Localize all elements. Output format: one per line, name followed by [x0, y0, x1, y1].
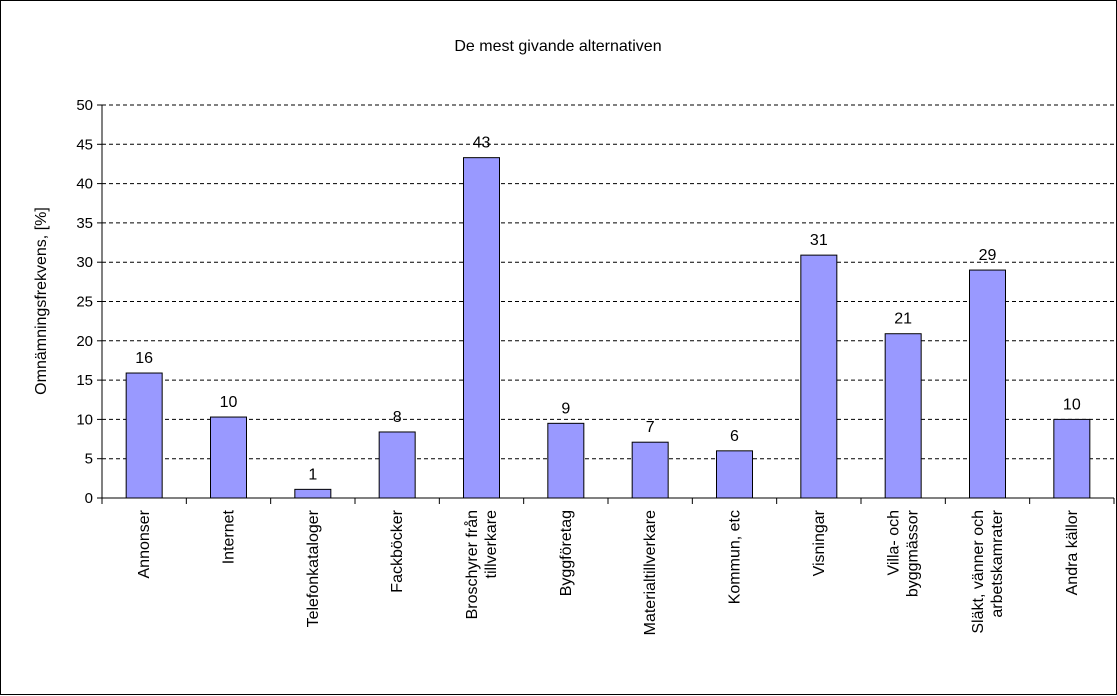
- x-tick-label: Fackböcker: [389, 509, 406, 592]
- y-tick-label: 45: [76, 136, 93, 153]
- y-tick-label: 10: [76, 411, 93, 428]
- tick-labels: 0 5 10 15 20 25 30 35 40 45 50 Annonser Internet Tele…: [76, 97, 1081, 635]
- bar: [210, 416, 247, 499]
- bar: [294, 488, 332, 499]
- data-label: 7: [646, 419, 655, 436]
- data-label: 1: [308, 466, 317, 483]
- x-tick-label: Kommun, etc: [727, 510, 744, 604]
- bar: [125, 372, 163, 499]
- y-tick-label: 0: [85, 490, 93, 507]
- y-axis-label: Omnämningsfrekvens, [%]: [33, 207, 50, 395]
- x-tick-label: Materialtillverkare: [642, 510, 659, 635]
- data-label: 16: [135, 350, 153, 367]
- bar: [716, 450, 753, 499]
- data-label: 21: [894, 311, 912, 328]
- x-tick-label: Byggföretag: [558, 510, 575, 596]
- data-label: 10: [220, 394, 238, 411]
- x-tick-label: byggmässor: [905, 509, 922, 597]
- bar: [800, 254, 838, 499]
- data-label: 8: [393, 409, 402, 426]
- bar: [884, 333, 922, 499]
- data-label: 29: [979, 247, 997, 264]
- y-tick-label: 35: [76, 215, 93, 232]
- y-tick-label: 25: [76, 294, 93, 311]
- x-tick-label: Andra källor: [1064, 509, 1081, 595]
- x-tick-label: arbetskamrater: [989, 509, 1006, 617]
- data-labels: 16 10 1 8 43 9 7 6 31 21 29 10: [135, 135, 1081, 484]
- x-tick-label: Villa- och: [886, 510, 903, 576]
- y-tick-label: 5: [85, 451, 93, 468]
- x-tick-label: tillverkare: [483, 510, 500, 579]
- axes: [97, 104, 1115, 504]
- bars: [125, 157, 1091, 499]
- x-tick-label: Släkt, vänner och: [970, 510, 987, 634]
- x-tick-label: Telefonkataloger: [305, 509, 322, 627]
- x-tick-label: Internet: [221, 509, 238, 564]
- bar: [631, 441, 669, 499]
- data-label: 9: [561, 400, 570, 417]
- data-label: 43: [473, 135, 491, 152]
- bar: [463, 157, 500, 499]
- x-tick-label: Broschyrer från: [463, 510, 481, 619]
- bar: [1053, 418, 1091, 499]
- data-label: 6: [730, 428, 739, 445]
- bar: [969, 269, 1006, 499]
- x-tick-label: Visningar: [811, 509, 828, 576]
- y-tick-label: 40: [76, 176, 93, 193]
- bar: [378, 431, 416, 499]
- x-tick-label: Annonser: [136, 509, 153, 578]
- y-tick-label: 50: [76, 97, 93, 114]
- y-tick-label: 15: [76, 372, 93, 389]
- bar: [547, 422, 585, 499]
- gridlines: [102, 104, 1114, 460]
- chart-title: De mest givande alternativen: [454, 38, 661, 55]
- data-label: 10: [1063, 396, 1081, 413]
- y-tick-label: 30: [76, 254, 93, 271]
- data-label: 31: [810, 232, 828, 249]
- y-tick-label: 20: [76, 333, 93, 350]
